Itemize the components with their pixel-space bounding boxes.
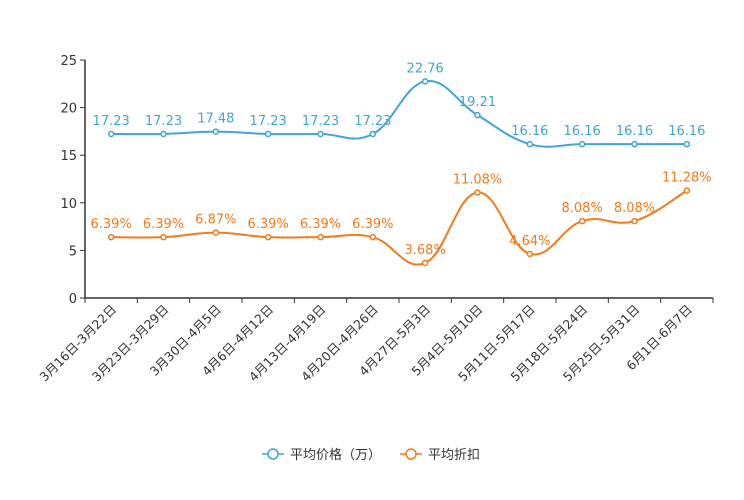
- data-point[interactable]: [107, 233, 115, 241]
- data-point[interactable]: [160, 130, 167, 138]
- data-label: 17.23: [250, 114, 287, 129]
- data-label: 17.23: [93, 114, 130, 129]
- y-tick-label: 5: [69, 244, 77, 259]
- data-point[interactable]: [264, 233, 272, 241]
- data-point[interactable]: [526, 140, 534, 148]
- data-label: 17.48: [197, 112, 234, 127]
- data-label: 6.39%: [91, 217, 132, 232]
- data-label: 8.08%: [614, 201, 655, 216]
- data-label: 17.23: [354, 114, 391, 129]
- data-point[interactable]: [421, 259, 429, 267]
- data-point[interactable]: [578, 140, 586, 148]
- y-tick-label: 20: [60, 102, 77, 117]
- data-point[interactable]: [107, 130, 115, 138]
- data-point[interactable]: [369, 233, 377, 241]
- data-point[interactable]: [264, 130, 272, 138]
- data-label: 6.39%: [143, 217, 184, 232]
- data-label: 6.39%: [352, 217, 393, 232]
- data-labels: 17.23 17.23 17.48 17.23 17.23 17.23 22.76 19.21…: [91, 61, 712, 258]
- data-label: 6.39%: [300, 217, 341, 232]
- data-point[interactable]: [526, 250, 534, 258]
- data-label: 22.76: [407, 61, 444, 76]
- y-tick-label: 15: [60, 149, 77, 164]
- data-label: 16.16: [564, 124, 601, 139]
- data-point[interactable]: [683, 140, 691, 148]
- legend-item-0[interactable]: 平均价格（万）: [262, 447, 381, 463]
- data-point[interactable]: [369, 130, 377, 138]
- legend-label: 平均折扣: [428, 448, 480, 463]
- data-label: 8.08%: [562, 201, 603, 216]
- data-label: 19.21: [459, 95, 496, 110]
- y-tick-label: 0: [69, 292, 77, 307]
- data-point[interactable]: [317, 233, 324, 241]
- data-point[interactable]: [212, 229, 220, 236]
- legend[interactable]: 平均价格（万） 平均折扣: [262, 447, 480, 463]
- data-label: 16.16: [511, 124, 548, 139]
- data-label: 16.16: [616, 124, 653, 139]
- data-label: 17.23: [145, 114, 182, 129]
- data-label: 11.28%: [662, 171, 712, 186]
- data-point[interactable]: [474, 189, 481, 196]
- legend-label: 平均价格（万）: [290, 447, 381, 463]
- data-point[interactable]: [631, 140, 638, 148]
- data-point[interactable]: [317, 130, 324, 138]
- data-label: 6.87%: [195, 213, 236, 228]
- legend-item-1[interactable]: 平均折扣: [400, 448, 480, 463]
- data-label: 11.08%: [453, 173, 503, 188]
- series-points: [107, 78, 691, 267]
- series-lines: [111, 80, 688, 266]
- y-tick-label: 25: [60, 54, 77, 69]
- data-point[interactable]: [474, 111, 481, 119]
- data-label: 3.68%: [405, 243, 446, 258]
- data-point[interactable]: [160, 233, 167, 241]
- data-label: 16.16: [668, 124, 705, 139]
- data-point[interactable]: [683, 187, 691, 194]
- data-point[interactable]: [578, 217, 586, 225]
- data-label: 6.39%: [248, 217, 289, 232]
- data-label: 17.23: [302, 114, 339, 129]
- legend-marker-icon: [267, 448, 279, 460]
- data-point[interactable]: [421, 78, 429, 85]
- data-point[interactable]: [212, 128, 220, 135]
- data-point[interactable]: [631, 217, 638, 225]
- legend-marker-icon: [405, 448, 417, 460]
- y-tick-label: 10: [60, 197, 77, 212]
- data-label: 4.64%: [509, 234, 550, 249]
